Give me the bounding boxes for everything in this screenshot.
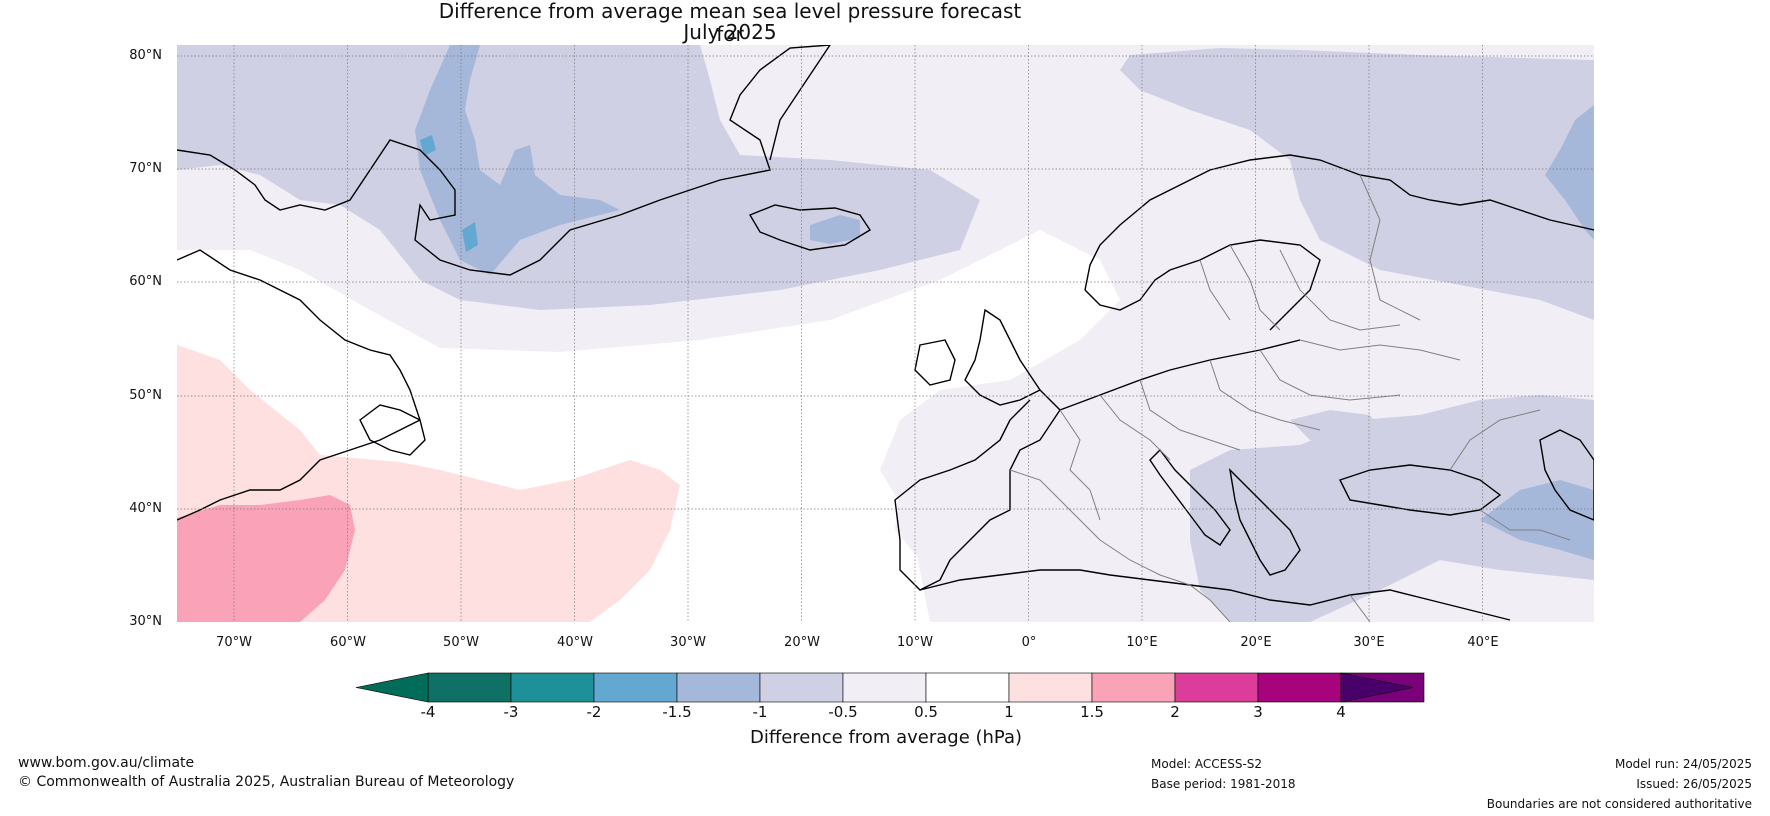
lat-label: 30°N <box>129 614 162 629</box>
colorbar-title: Difference from average (hPa) <box>749 727 1023 748</box>
graticule <box>177 45 1594 622</box>
coastlines <box>177 45 1594 621</box>
colorbar-tick-label: -0.5 <box>828 703 858 721</box>
border-16 <box>1479 509 1571 541</box>
colorbar-segment <box>842 672 927 703</box>
colorbar-tick-label: -4 <box>420 703 436 721</box>
lat-label: 70°N <box>129 161 162 176</box>
coast-greenland <box>177 45 831 276</box>
colorbar-segment <box>427 672 512 703</box>
colorbar-segment <box>593 672 678 703</box>
anomaly-region-greenland-core <box>415 45 620 275</box>
border-2 <box>1099 394 1171 461</box>
colorbar-segment <box>1091 672 1176 703</box>
colorbar-tick-label: -1 <box>752 703 768 721</box>
colorbar-tick-label: 2 <box>1170 703 1180 721</box>
country-borders <box>1009 174 1571 622</box>
lon-label: 30°E <box>1353 635 1385 650</box>
colorbar-segment <box>759 672 844 703</box>
coast-caspian <box>1539 429 1594 521</box>
colorbar-segment <box>925 672 1010 703</box>
coast-italy <box>1149 448 1231 546</box>
lon-label: 20°W <box>784 635 820 650</box>
colorbar-high-extend <box>1340 672 1414 703</box>
lon-label: 10°E <box>1126 635 1158 650</box>
border-13 <box>1189 584 1231 622</box>
map-title-line2: July 2025 <box>683 20 777 44</box>
lon-label: 40°E <box>1467 635 1499 650</box>
border-8 <box>1359 174 1421 321</box>
border-5 <box>1259 349 1401 401</box>
map-title-line1: Difference from average mean sea level p… <box>438 0 1022 46</box>
anomaly-region-pink-mid <box>177 495 355 622</box>
border-9 <box>1229 244 1281 331</box>
colorbar-tick-label: -3 <box>503 703 519 721</box>
lon-label: 50°W <box>443 635 479 650</box>
lat-label: 60°N <box>129 274 162 289</box>
anomaly-region-greenland <box>177 45 980 310</box>
anomaly-region-blue-spot1 <box>420 135 436 156</box>
colorbar-tick-label: 3 <box>1253 703 1263 721</box>
border-15 <box>1449 409 1541 471</box>
colorbar-tick-label: -1.5 <box>662 703 692 721</box>
anomaly-region-barents <box>1120 48 1594 320</box>
colorbar-low-extend <box>355 672 429 703</box>
colorbar-tick-label: 4 <box>1336 703 1346 721</box>
anomaly-region-east-med <box>1190 395 1594 622</box>
colorbar-tick-label: -2 <box>586 703 602 721</box>
coast-ireland <box>914 339 956 386</box>
base-period: Base period: 1981-2018 <box>1151 777 1296 791</box>
border-1 <box>1059 409 1101 521</box>
copyright-text: © Commonwealth of Australia 2025, Austra… <box>18 774 515 790</box>
border-4 <box>1209 359 1321 431</box>
lon-label: 0° <box>1021 635 1037 650</box>
disclaimer-text: Boundaries are not considered authoritat… <box>1486 797 1752 811</box>
coast-greece <box>1228 467 1301 576</box>
model-name: Model: ACCESS-S2 <box>1151 757 1263 771</box>
colorbar-segment <box>1174 672 1259 703</box>
coast-uk <box>964 308 1042 406</box>
lon-label: 20°E <box>1240 635 1272 650</box>
lat-label: 50°N <box>129 388 162 403</box>
issued-date: Issued: 26/05/2025 <box>1636 777 1752 791</box>
colorbar <box>355 672 1425 703</box>
border-12 <box>1099 539 1191 586</box>
border-6 <box>1299 339 1461 361</box>
coast-norway-south <box>1084 239 1321 331</box>
colorbar-tick-label: 1 <box>1004 703 1014 721</box>
coast-newfoundland <box>359 404 426 456</box>
border-7 <box>1279 249 1401 331</box>
lon-label: 30°W <box>670 635 706 650</box>
colorbar-segment <box>1257 672 1342 703</box>
anomaly-region-caspian-core <box>1480 480 1594 560</box>
lon-label: 60°W <box>330 635 366 650</box>
model-run-date: Model run: 24/05/2025 <box>1614 757 1752 771</box>
coast-iceland <box>748 204 871 251</box>
website-link[interactable]: www.bom.gov.au/climate <box>18 755 195 771</box>
border-11 <box>1009 469 1101 541</box>
colorbar-tick-label: 0.5 <box>914 703 938 721</box>
anomaly-region-iceland-core <box>810 215 860 244</box>
lon-label: 40°W <box>557 635 593 650</box>
lat-label: 80°N <box>129 48 162 63</box>
border-10 <box>1199 259 1231 321</box>
border-14 <box>1349 594 1371 622</box>
anomaly-region-blue-spot2 <box>462 222 478 252</box>
colorbar-segment <box>510 672 595 703</box>
anomaly-region-east-europe-north <box>1290 410 1380 440</box>
anomaly-region-barents-core <box>1545 105 1594 240</box>
lat-label: 40°N <box>129 501 162 516</box>
coast-labrador <box>177 249 421 521</box>
lon-label: 70°W <box>216 635 252 650</box>
colorbar-tick-label: 1.5 <box>1080 703 1104 721</box>
coast-black-sea <box>1339 464 1502 516</box>
lon-label: 10°W <box>897 635 933 650</box>
border-3 <box>1139 379 1241 451</box>
coast-scandinavia <box>1084 154 1594 291</box>
anomaly-region-light-iberia <box>895 470 970 560</box>
colorbar-segment <box>676 672 761 703</box>
colorbar-segment <box>1008 672 1093 703</box>
coast-north-africa <box>919 569 1511 621</box>
